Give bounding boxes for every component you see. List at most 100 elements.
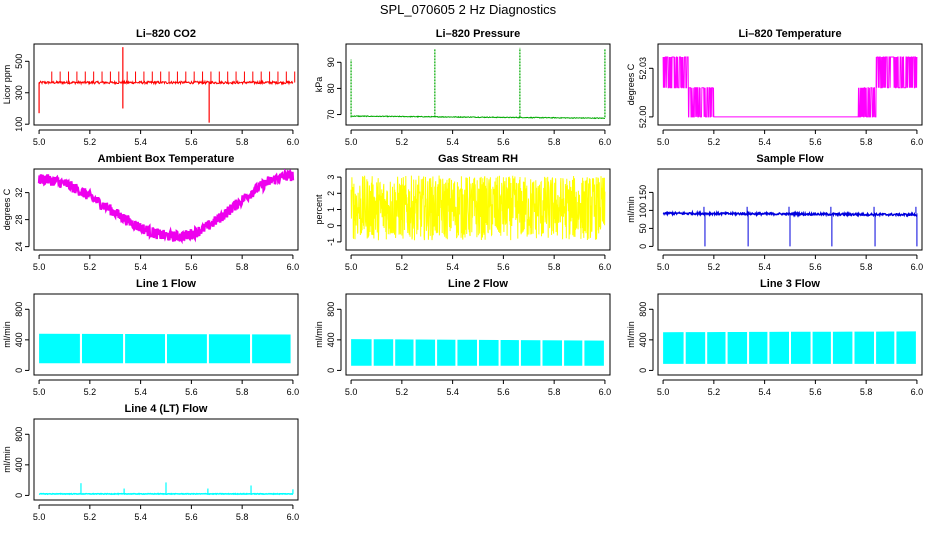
x-tick-label: 5.8 <box>548 262 561 272</box>
x-tick-label: 5.0 <box>33 387 46 397</box>
y-tick-label: 1 <box>326 207 336 212</box>
y-axis: 70 80 90 <box>326 57 342 120</box>
chart-panel-3: Li–820 Temperature 5.0 5.2 5.4 5.6 5.8 6.0 52.0… <box>626 28 923 147</box>
x-tick-label: 5.2 <box>708 137 721 147</box>
x-tick-label: 5.2 <box>708 387 721 397</box>
x-axis: 5.0 5.2 5.4 5.6 5.8 6.0 <box>33 129 300 147</box>
panel-title: Li–820 Temperature <box>738 28 841 40</box>
x-tick-label: 5.2 <box>396 137 409 147</box>
x-tick-label: 5.6 <box>497 387 510 397</box>
y-tick-label: 0 <box>638 244 648 249</box>
x-tick-label: 5.4 <box>758 137 771 147</box>
x-tick-label: 5.6 <box>809 387 822 397</box>
x-tick-label: 5.6 <box>185 512 198 522</box>
plot-frame <box>33 43 299 126</box>
y-axis: 0 400 800 <box>14 302 30 373</box>
plot-frame <box>33 418 299 501</box>
x-tick-label: 5.8 <box>548 137 561 147</box>
y-tick-label: 3 <box>326 175 336 180</box>
data-layer <box>38 47 296 123</box>
x-tick-label: 5.2 <box>84 137 97 147</box>
x-tick-label: 5.4 <box>758 387 771 397</box>
panel-title: Gas Stream RH <box>438 153 518 165</box>
chart-panel-1: Li–820 CO2 5.0 5.2 5.4 5.6 5.8 6.0 100 300 500Lic… <box>2 28 299 147</box>
y-axis-label: ml/min <box>626 196 636 223</box>
x-tick-label: 5.8 <box>860 262 873 272</box>
panel-title: Line 4 (LT) Flow <box>125 403 208 415</box>
y-tick-label: 800 <box>14 427 24 442</box>
panel-title: Sample Flow <box>756 153 824 165</box>
plot-frame <box>345 168 611 251</box>
x-tick-label: 6.0 <box>287 512 300 522</box>
x-tick-label: 5.8 <box>236 387 249 397</box>
data-layer <box>37 169 295 245</box>
y-tick-label: 150 <box>638 185 648 200</box>
y-tick-label: 52.03 <box>638 57 648 80</box>
series-line <box>350 175 606 241</box>
y-tick-label: 100 <box>638 203 648 218</box>
chart-panel-8: Line 2 Flow 5.0 5.2 5.4 5.6 5.8 6.0 0 400 800ml/m… <box>314 278 611 397</box>
panel-title: Line 1 Flow <box>136 278 196 290</box>
x-tick-label: 5.6 <box>185 137 198 147</box>
x-tick-label: 5.4 <box>134 512 147 522</box>
x-tick-label: 5.0 <box>345 262 358 272</box>
x-tick-label: 6.0 <box>911 262 924 272</box>
series-line <box>662 56 918 118</box>
data-layer <box>350 47 606 120</box>
x-axis: 5.0 5.2 5.4 5.6 5.8 6.0 <box>657 254 924 272</box>
y-tick-label: 90 <box>326 57 336 67</box>
figure-title: SPL_070605 2 Hz Diagnostics <box>380 2 557 17</box>
y-tick-label: 800 <box>638 302 648 317</box>
y-axis-label: Licor ppm <box>2 65 12 105</box>
chart-panel-9: Line 3 Flow 5.0 5.2 5.4 5.6 5.8 6.0 0 400 800ml/m… <box>626 278 923 397</box>
data-layer <box>39 333 293 367</box>
panel-title: Li–820 Pressure <box>436 28 520 40</box>
x-tick-label: 5.4 <box>758 262 771 272</box>
x-tick-label: 5.2 <box>84 512 97 522</box>
x-tick-label: 5.0 <box>657 387 670 397</box>
y-tick-label: 800 <box>326 302 336 317</box>
chart-panel-2: Li–820 Pressure 5.0 5.2 5.4 5.6 5.8 6.0 70 80 90k… <box>314 28 611 147</box>
y-tick-label: -1 <box>326 238 336 246</box>
x-axis: 5.0 5.2 5.4 5.6 5.8 6.0 <box>345 129 611 147</box>
x-tick-label: 5.4 <box>446 262 459 272</box>
data-layer <box>350 175 606 241</box>
x-tick-label: 5.6 <box>497 137 510 147</box>
y-axis-label: degrees C <box>2 188 12 230</box>
x-tick-label: 5.4 <box>446 137 459 147</box>
plot-frame <box>345 43 611 126</box>
y-axis-label: ml/min <box>626 321 636 348</box>
y-tick-label: 28 <box>14 215 24 225</box>
x-tick-label: 5.8 <box>860 387 873 397</box>
x-tick-label: 5.4 <box>134 137 147 147</box>
y-tick-label: 100 <box>14 117 24 132</box>
data-layer <box>662 206 918 247</box>
y-axis: -1 0 1 2 3 <box>326 175 342 246</box>
y-axis: 52.00 52.03 <box>638 57 654 128</box>
y-axis-label: ml/min <box>314 321 324 348</box>
x-tick-label: 6.0 <box>287 137 300 147</box>
x-tick-label: 6.0 <box>287 262 300 272</box>
x-tick-label: 6.0 <box>911 387 924 397</box>
plot-frame <box>657 293 923 376</box>
series-line <box>37 169 295 245</box>
x-tick-label: 5.0 <box>657 262 670 272</box>
y-axis-label: ml/min <box>2 446 12 473</box>
x-tick-label: 5.8 <box>236 512 249 522</box>
y-tick-label: 2 <box>326 191 336 196</box>
x-tick-label: 5.0 <box>33 262 46 272</box>
panel-title: Line 3 Flow <box>760 278 820 290</box>
y-tick-label: 0 <box>14 493 24 498</box>
y-tick-label: 300 <box>14 85 24 100</box>
series-line <box>350 115 605 120</box>
x-tick-label: 5.0 <box>345 387 358 397</box>
x-tick-label: 5.4 <box>446 387 459 397</box>
x-axis: 5.0 5.2 5.4 5.6 5.8 6.0 <box>33 504 300 522</box>
chart-panel-7: Line 1 Flow 5.0 5.2 5.4 5.6 5.8 6.0 0 400 800ml/m… <box>2 278 299 397</box>
y-axis: 0 400 800 <box>326 302 342 373</box>
y-tick-label: 0 <box>638 368 648 373</box>
data-layer <box>351 338 604 369</box>
x-tick-label: 5.0 <box>657 137 670 147</box>
x-axis: 5.0 5.2 5.4 5.6 5.8 6.0 <box>345 379 611 397</box>
